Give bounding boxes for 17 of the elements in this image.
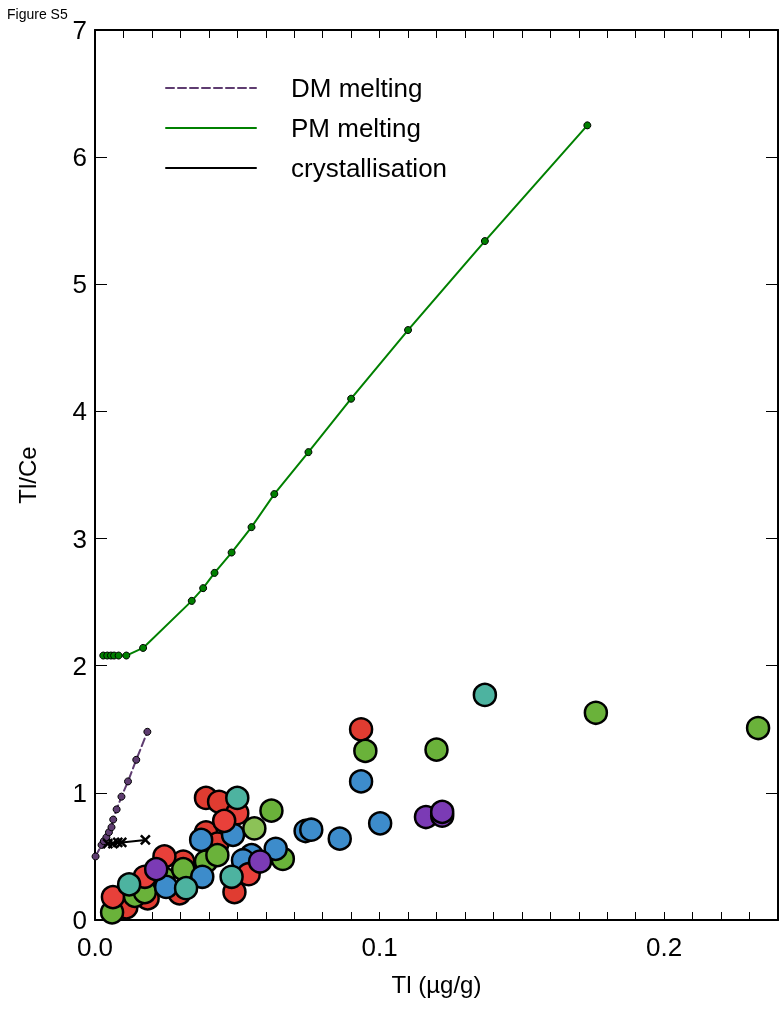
- legend-label: crystallisation: [291, 153, 448, 183]
- chart-title: Figure S5: [7, 6, 68, 22]
- x-axis-title: Tl (µg/g): [391, 970, 482, 998]
- y-tick-label: 4: [72, 396, 87, 427]
- y-tick-label: 7: [72, 15, 87, 45]
- y-tick-label: 1: [72, 777, 87, 808]
- y-tick-label: 2: [72, 650, 87, 681]
- y-tick-label: 0: [72, 905, 87, 935]
- legend-label: PM melting: [291, 113, 422, 143]
- y-tick-label: 5: [72, 269, 87, 300]
- y-tick-label: 3: [72, 523, 87, 554]
- x-tick-label: 0.1: [361, 932, 398, 962]
- x-tick-label: 0.0: [76, 932, 114, 962]
- y-tick-label: 6: [72, 142, 87, 173]
- legend-label: DM melting: [291, 73, 423, 103]
- y-axis-title: Tl/Ce: [13, 446, 41, 504]
- x-tick-label: 0.2: [646, 932, 683, 962]
